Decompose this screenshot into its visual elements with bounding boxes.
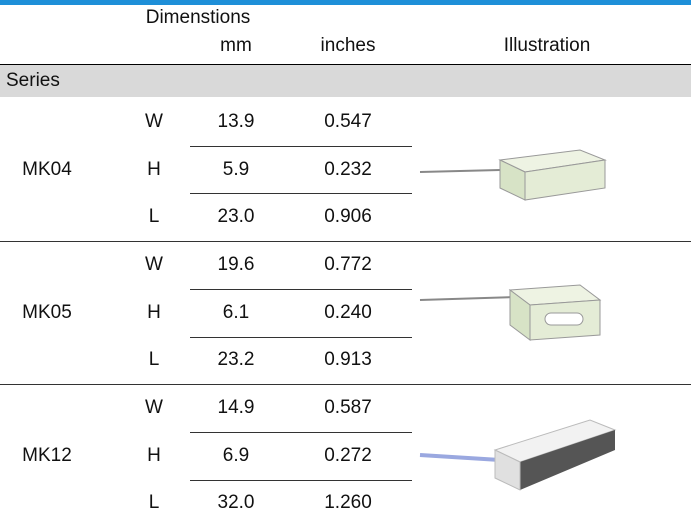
- mm-value: 23.0: [217, 206, 255, 228]
- dimension: L: [148, 492, 160, 514]
- mm-value: 6.9: [222, 444, 250, 466]
- inch-value: 1.260: [324, 492, 372, 514]
- dimension: H: [147, 444, 161, 466]
- row-rule: [190, 336, 412, 338]
- inches-header: inches: [320, 35, 376, 56]
- dimension: L: [148, 206, 160, 228]
- dimension: H: [147, 158, 161, 180]
- header-rule: [0, 64, 691, 65]
- inch-value: 0.906: [324, 206, 372, 228]
- dimension: L: [148, 349, 160, 371]
- row-rule: [190, 145, 412, 147]
- row-rule: [190, 431, 412, 433]
- dimension: W: [145, 253, 163, 275]
- top-bar: [0, 0, 691, 5]
- inch-value: 0.587: [324, 397, 372, 419]
- series-band: [0, 65, 691, 97]
- row-rule: [190, 288, 412, 290]
- mk04-illustration: [419, 149, 607, 201]
- dimension: H: [147, 301, 161, 323]
- mm-value: 32.0: [217, 492, 255, 514]
- row-rule: [190, 479, 412, 481]
- mk12-illustration: [419, 419, 617, 491]
- group-rule: [0, 384, 691, 386]
- mm-value: 5.9: [222, 158, 250, 180]
- series-name: MK04: [22, 158, 72, 180]
- group-rule: [0, 241, 691, 243]
- mm-value: 6.1: [222, 301, 250, 323]
- series-name: MK12: [22, 444, 72, 466]
- inch-value: 0.547: [324, 110, 372, 132]
- row-rule: [190, 193, 412, 195]
- dimension: W: [145, 110, 163, 132]
- dimension: W: [145, 397, 163, 419]
- inch-value: 0.240: [324, 301, 372, 323]
- inch-value: 0.913: [324, 349, 372, 371]
- series-name: MK05: [22, 301, 72, 323]
- mk05-illustration: [419, 284, 602, 341]
- mm-value: 13.9: [217, 110, 255, 132]
- illustration-header: Illustration: [503, 35, 591, 56]
- mm-header: mm: [220, 35, 252, 56]
- mm-value: 23.2: [217, 349, 255, 371]
- mm-value: 14.9: [217, 397, 255, 419]
- series-header: Series: [6, 70, 60, 91]
- inch-value: 0.272: [324, 444, 372, 466]
- inch-value: 0.232: [324, 158, 372, 180]
- dimensions-header: Dimenstions: [145, 7, 251, 28]
- mm-value: 19.6: [217, 253, 255, 275]
- inch-value: 0.772: [324, 253, 372, 275]
